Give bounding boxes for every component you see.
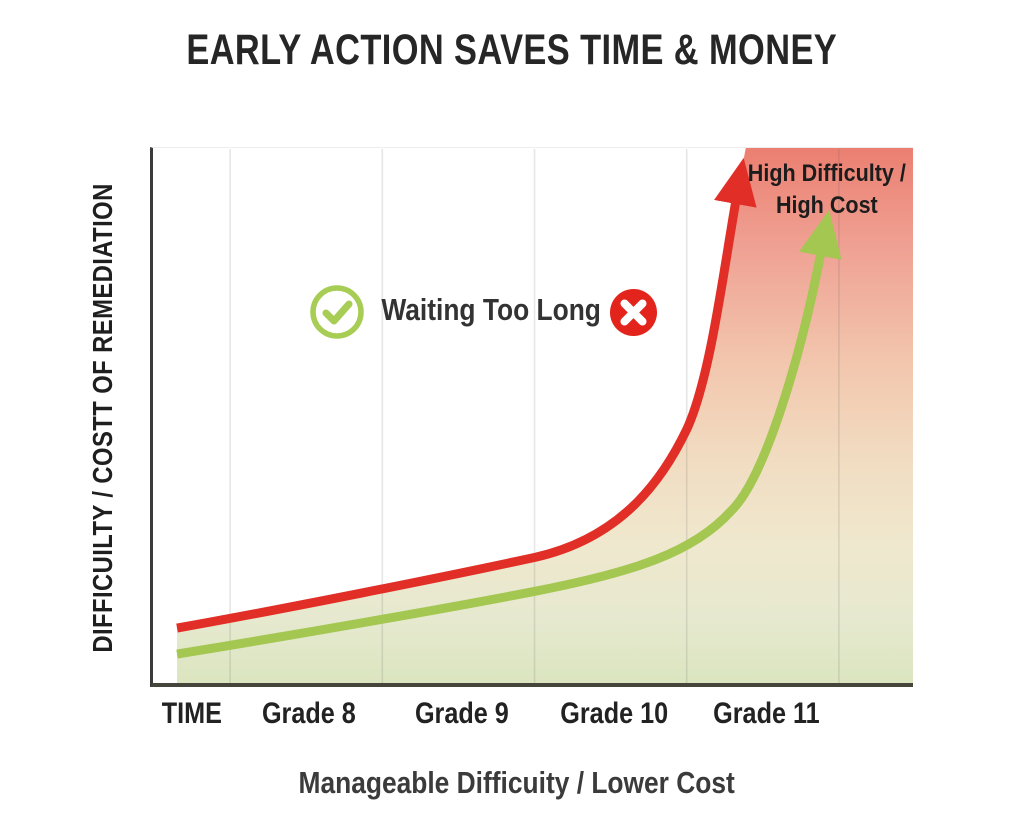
high-difficulty-high-cost-label: High Difficulty / High Cost [747, 160, 907, 219]
y-axis-label: DIFFICUILTY / COSTT OF REMEDIATION [87, 118, 125, 718]
red-curve [176, 157, 757, 633]
x-tick-grade-9: Grade 9 [415, 697, 509, 730]
bottom-caption: Manageable Difficuity / Lower Cost [298, 765, 735, 800]
page-title-text: EARLY ACTION SAVES TIME & MONEY [186, 26, 837, 74]
x-tick-grade-11: Grade 11 [712, 697, 820, 730]
x-tick-grade-8: Grade 8 [262, 697, 356, 730]
chart-svg [176, 148, 913, 683]
y-axis-label-text: DIFFICUILTY / COSTT OF REMEDIATION [87, 183, 118, 653]
check-circle-icon [310, 285, 364, 339]
page-title: EARLY ACTION SAVES TIME & MONEY [0, 26, 1023, 75]
waiting-too-long-label: Waiting Too Long [381, 292, 601, 327]
green-curve [176, 209, 842, 659]
plot-area [150, 147, 913, 687]
gradient-fill-under-red-curve [177, 148, 913, 683]
x-circle-icon [610, 289, 657, 336]
x-tick-grade-10: Grade 10 [560, 697, 668, 730]
x-tick-time: TIME [161, 697, 223, 730]
